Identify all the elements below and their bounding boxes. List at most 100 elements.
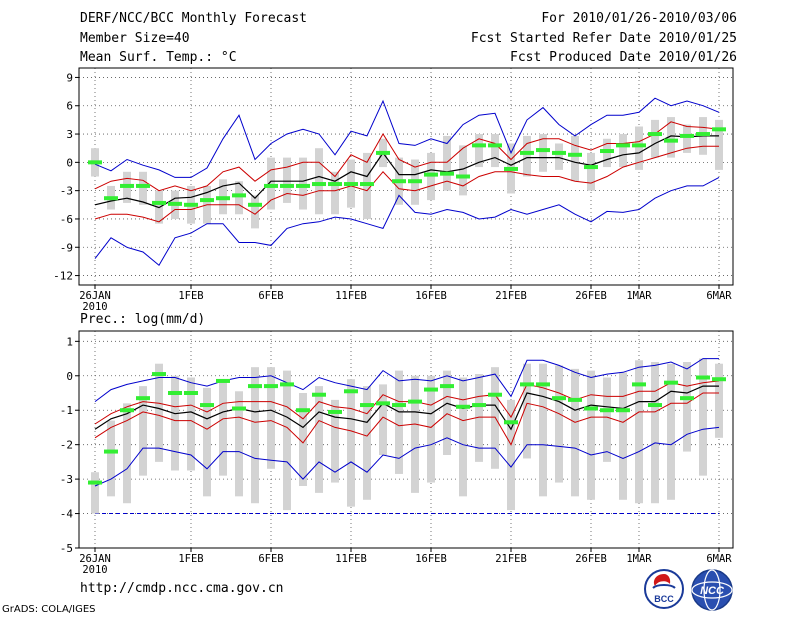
variable-label: Mean Surf. Temp.: °C — [80, 50, 237, 65]
temp-xtick-label: 26FEB — [575, 290, 607, 302]
prec-median-day24 — [456, 404, 470, 409]
prec-box-day37 — [667, 363, 675, 500]
prec-median-day2 — [104, 449, 118, 454]
prec-median-day31 — [568, 397, 582, 402]
temp-median-day6 — [168, 201, 182, 206]
temp-ytick-label: 6 — [66, 100, 73, 113]
prec-median-day36 — [648, 403, 662, 408]
prec-ytick-label: -3 — [60, 473, 73, 486]
temp-median-day31 — [568, 152, 582, 157]
prec-median-day35 — [632, 382, 646, 387]
prec-ytick-label: -2 — [60, 439, 73, 452]
temp-box-day13 — [283, 157, 291, 203]
prec-box-day40 — [715, 363, 723, 438]
prec-ytick-label: -5 — [60, 542, 73, 555]
prec-box-day38 — [683, 362, 691, 452]
temp-median-day9 — [216, 196, 230, 201]
prec-median-day16 — [328, 409, 342, 414]
temp-median-day21 — [408, 179, 422, 184]
member-size: Member Size=40 — [80, 30, 190, 46]
prec-xtick-label: 1FEB — [178, 553, 203, 565]
prec-median-day13 — [280, 382, 294, 387]
temp-median-day29 — [536, 148, 550, 153]
temp-box-day25 — [475, 134, 483, 168]
temp-median-day12 — [264, 183, 278, 188]
temp-median-day38 — [680, 133, 694, 138]
temp-median-day30 — [552, 150, 566, 155]
temp-xtick-label: 1MAR — [626, 290, 652, 302]
prec-box-day24 — [459, 377, 467, 497]
temp-median-day5 — [152, 200, 166, 205]
temp-xtick-label: 6FEB — [258, 290, 283, 302]
prec-box-day36 — [651, 362, 659, 504]
prec-box-day39 — [699, 358, 707, 476]
prec-xtick-label: 1MAR — [626, 553, 652, 565]
temp-median-day16 — [328, 182, 342, 187]
prec-box-day35 — [635, 360, 643, 504]
prec-box-day20 — [395, 370, 403, 474]
temp-median-day7 — [184, 202, 198, 207]
temp-year-label: 2010 — [82, 301, 107, 313]
prec-median-day8 — [200, 403, 214, 408]
bcc-logo-icon: BCC — [644, 569, 684, 609]
prec-box-day19 — [379, 384, 387, 455]
prec-box-day11 — [251, 367, 259, 504]
temp-ytick-label: 3 — [66, 128, 73, 141]
prec-box-day34 — [619, 372, 627, 500]
temp-box-day11 — [251, 195, 259, 229]
temp-median-day36 — [648, 132, 662, 137]
prec-median-day40 — [712, 377, 726, 382]
temp-box-day30 — [555, 143, 563, 170]
prec-median-day26 — [488, 392, 502, 397]
prec-box-day32 — [587, 370, 595, 500]
prec-ytick-label: -1 — [60, 404, 73, 417]
temp-median-day35 — [632, 143, 646, 148]
prec-box-day3 — [123, 403, 131, 504]
temp-box-day14 — [299, 157, 307, 210]
prec-median-day29 — [536, 382, 550, 387]
prec-panel-title: Prec.: log(mm/d) — [80, 312, 205, 327]
temp-xtick-label: 26JAN — [79, 290, 111, 302]
temp-median-day23 — [440, 171, 454, 176]
temp-median-day11 — [248, 202, 262, 207]
prec-median-day22 — [424, 387, 438, 392]
prec-median-day27 — [504, 420, 518, 425]
prec-frame — [78, 330, 734, 549]
prec-xtick-label: 26FEB — [575, 553, 607, 565]
prec-upper-envelope-line — [94, 426, 720, 487]
temp-box-day28 — [523, 135, 531, 177]
temp-ytick-label: -12 — [53, 270, 73, 283]
temp-box-day15 — [315, 148, 323, 215]
prec-box-day9 — [219, 379, 227, 476]
prec-box-day14 — [299, 393, 307, 486]
temp-median-day18 — [360, 182, 374, 187]
footer-url[interactable]: http://cmdp.ncc.cma.gov.cn — [80, 581, 284, 596]
prec-ytick-label: 1 — [66, 335, 73, 348]
prec-median-day1 — [88, 480, 102, 485]
prec-box-day28 — [523, 363, 531, 459]
temp-median-day1 — [88, 160, 102, 165]
prec-upper-spread-line — [94, 380, 720, 425]
prec-median-day3 — [120, 408, 134, 413]
temp-box-day38 — [683, 124, 691, 153]
temp-xtick-label: 21FEB — [495, 290, 527, 302]
temp-median-day3 — [120, 183, 134, 188]
prec-box-day4 — [139, 386, 147, 476]
temp-median-day10 — [232, 193, 246, 198]
forecast-started: Fcst Started Refer Date 2010/01/25 — [470, 30, 737, 46]
temp-median-day8 — [200, 198, 214, 203]
temp-median-day19 — [376, 150, 390, 155]
prec-ytick-label: -4 — [60, 508, 74, 521]
header-right: For 2010/01/26-2010/03/06 Fcst Started R… — [471, 11, 737, 70]
temp-ytick-label: -3 — [60, 185, 73, 198]
temp-median-day33 — [600, 149, 614, 154]
temp-ytick-label: -6 — [60, 213, 73, 226]
prec-xtick-label: 6FEB — [258, 553, 283, 565]
temp-median-day17 — [344, 182, 358, 187]
prec-median-day34 — [616, 408, 630, 413]
temp-ensemble-mean-line — [94, 135, 719, 209]
temp-ytick-label: -9 — [60, 241, 73, 254]
prec-median-day20 — [392, 403, 406, 408]
prec-xtick-label: 21FEB — [495, 553, 527, 565]
prec-median-day32 — [584, 406, 598, 411]
